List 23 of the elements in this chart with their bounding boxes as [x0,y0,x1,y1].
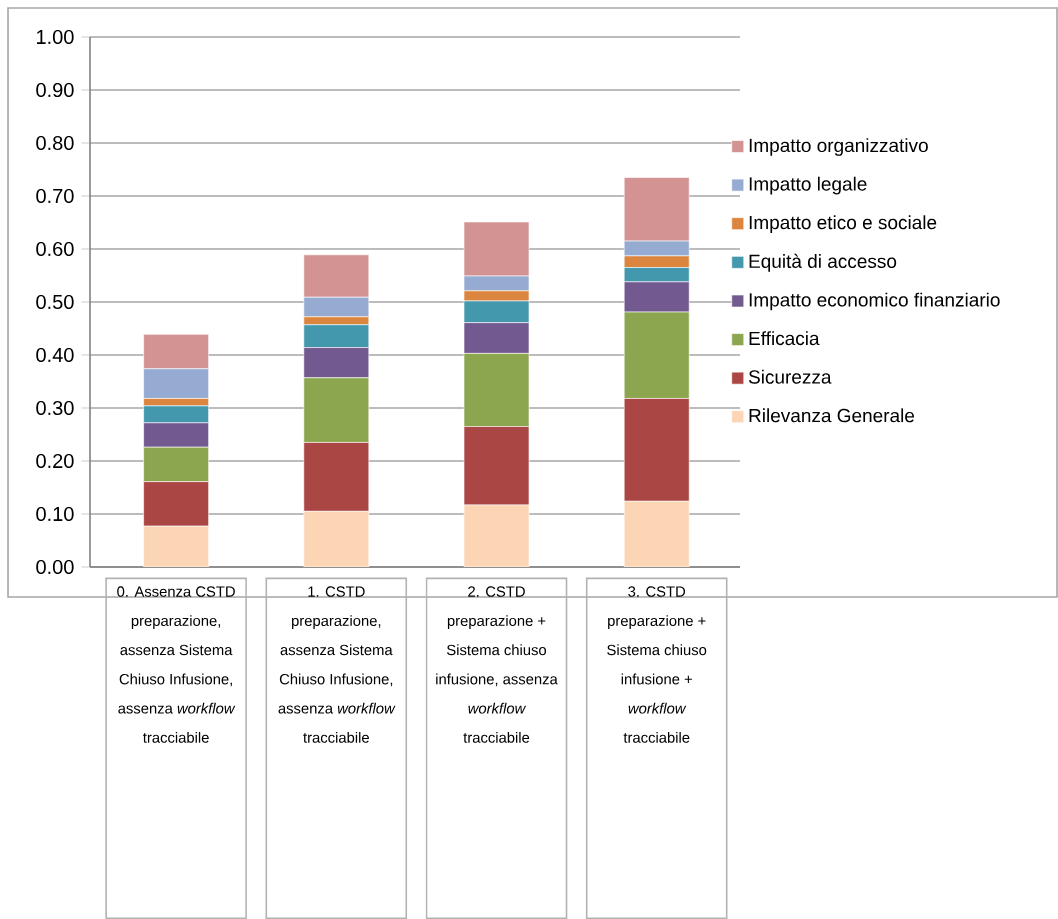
category-label: 2. CSTD preparazione + Sistema chiuso infusione, assenza workflow tracciabile [436,586,558,743]
legend-label: Impatto economico finanziario [749,292,1000,311]
y-tick-label: 0.50 [36,294,74,309]
category-label: 1. CSTD preparazione, assenza Sistema Chiuso Infusione, assenza workflow tracciabile [278,586,396,743]
legend-label: Impatto etico e sociale [749,215,937,233]
legend-label: Impatto legale [749,176,867,195]
y-tick-label: 0.10 [36,506,74,521]
y-tick-label: 0.90 [36,82,74,97]
category-label: 3. CSTD preparazione + Sistema chiuso infusione + workflow tracciabile [607,586,707,743]
legend-label: Impatto organizzativo [749,138,928,156]
y-tick-label: 0.40 [36,347,74,362]
y-tick-label: 0.80 [36,135,74,150]
y-tick-label: 0.70 [36,188,74,203]
y-tick-label: 0.30 [36,400,74,415]
legend-label: Equità di accesso [749,253,897,272]
legend-label: Efficacia [749,331,820,346]
y-tick-label: 0.00 [36,559,74,574]
y-tick-label: 0.60 [36,241,74,256]
category-label: 0. Assenza CSTD preparazione, assenza Sistema Chiuso Infusione, assenza workflow tracciabile [117,586,236,743]
legend-label: Sicurezza [748,369,832,384]
y-tick-label: 0.20 [36,453,74,468]
y-tick-label: 1.00 [37,29,74,44]
legend-label: Rilevanza Generale [749,408,915,423]
